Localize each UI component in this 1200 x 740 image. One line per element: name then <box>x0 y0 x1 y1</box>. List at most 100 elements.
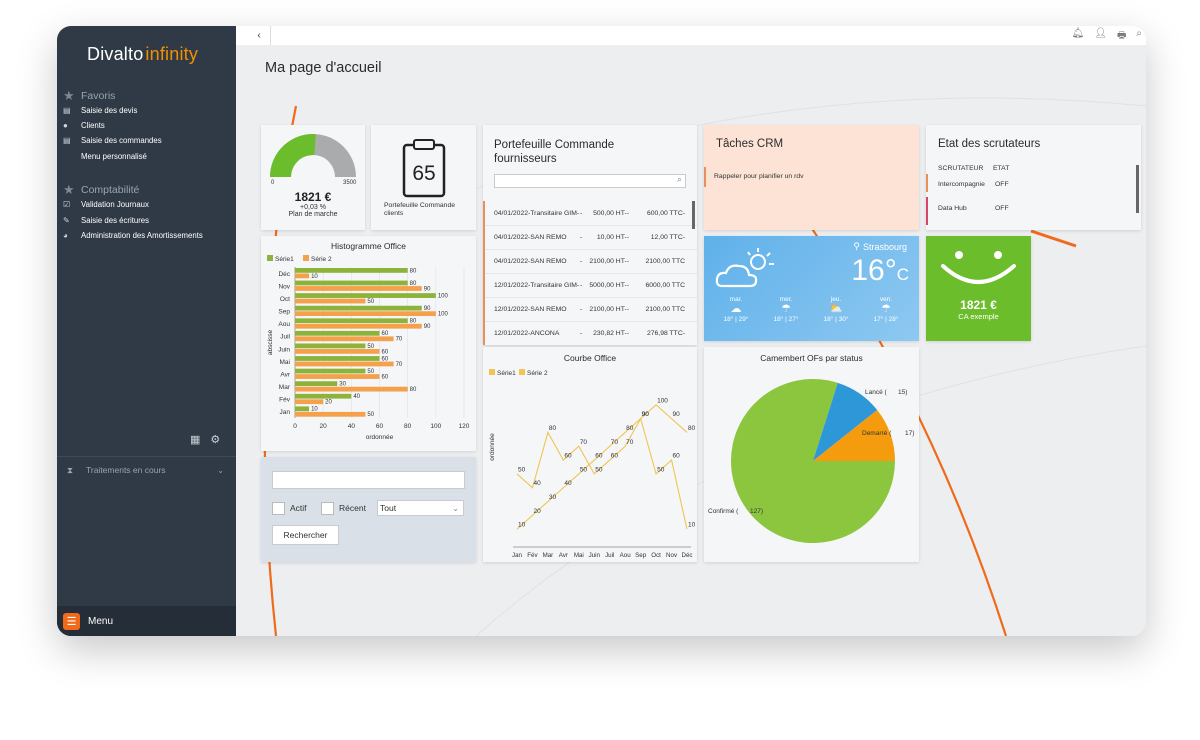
legend-label: Série1 <box>497 370 516 377</box>
legend-swatch <box>519 369 525 375</box>
data-label: 70 <box>396 362 403 368</box>
legend-label: Série 2 <box>527 370 548 377</box>
data-label: 60 <box>382 349 389 355</box>
star-icon: ★ <box>63 88 75 103</box>
x-tick-label: Déc <box>681 552 692 559</box>
gauge-card[interactable]: 0 3500 1821 € +0,03 % Plan de marche <box>261 125 365 230</box>
pie-label: Confirmé ( <box>708 508 739 515</box>
rechercher-button[interactable]: Rechercher <box>272 525 339 545</box>
x-tick-label: 0 <box>293 423 297 430</box>
fournisseurs-search-input[interactable]: ⌕ <box>494 174 686 188</box>
tout-select[interactable]: Tout ⌄ <box>377 500 464 516</box>
row-sep: - <box>580 305 583 313</box>
table-row[interactable]: 04/01/2022-Transitaire GIM- - 500,00 HT-- 6… <box>483 201 697 226</box>
fournisseurs-card: Portefeuille Commande fournisseurs ⌕ 04/… <box>483 125 697 345</box>
section-comptabilite[interactable]: ★ Comptabilité <box>63 182 140 197</box>
user-icon[interactable]: 👤︎ <box>1094 28 1107 39</box>
bar <box>295 399 324 405</box>
sidebar-item-saisie-ecritures[interactable]: ✎ Saisie des écritures <box>63 215 150 225</box>
y-tick-label: Sep <box>278 309 290 316</box>
data-label: 20 <box>533 508 541 515</box>
search-icon: ⌕ <box>676 174 682 184</box>
fournisseurs-scrollbar[interactable] <box>692 201 695 229</box>
pie-slice <box>813 382 878 461</box>
bell-icon[interactable]: 🔔︎ <box>1071 28 1085 39</box>
ca-card[interactable]: 1821 € CA exemple <box>926 236 1031 341</box>
bar <box>295 361 394 367</box>
search-icon[interactable]: ⌕ <box>1136 28 1142 39</box>
gauge-chart: 0 3500 <box>270 134 357 186</box>
row-sep: - <box>580 209 583 217</box>
table-row[interactable]: 04/01/2022-SAN REMO -2100,00 HT-- 2100,00 … <box>483 249 697 274</box>
x-tick-label: Jan <box>512 552 523 559</box>
briefcase-icon: ▤ <box>63 105 71 115</box>
bar <box>295 386 408 392</box>
histogram-title: Histogramme Office <box>331 241 406 251</box>
sidebar-item-clients[interactable]: ● Clients <box>63 120 105 130</box>
crm-task-item[interactable]: Rappeler pour planifier un rdv <box>714 173 804 180</box>
y-tick-label: Jan <box>280 409 291 416</box>
actif-checkbox[interactable] <box>272 502 285 515</box>
grid-icon[interactable]: ▦ <box>190 434 201 446</box>
person-icon: ● <box>63 120 68 130</box>
gauge-label: Plan de marche <box>288 211 338 218</box>
table-row[interactable]: 04/01/2022-SAN REMO - 10,00 HT-- 12,00 TTC- <box>483 225 697 250</box>
sidebar-item-menu-personnalise[interactable]: Menu personnalisé <box>81 151 147 161</box>
row-ttc: 600,00 TTC- <box>646 209 685 217</box>
y-tick-label: Fév <box>279 397 291 404</box>
series-line <box>516 417 688 530</box>
weather-location[interactable]: ⚲ Strasbourg <box>853 241 907 252</box>
data-label: 80 <box>410 319 417 325</box>
row-ttc: 276,98 TTC- <box>646 329 685 337</box>
sidebar: Divalto infinity ★ Favoris ▤ Saisie des d… <box>57 26 236 636</box>
sidebar-item-saisie-commandes[interactable]: ▤ Saisie des commandes <box>63 135 162 145</box>
actif-label: Actif <box>290 503 307 513</box>
printer-icon[interactable]: 🖶 <box>1116 30 1127 41</box>
pie-label: Lancé ( <box>865 389 888 396</box>
data-label: 60 <box>382 374 389 380</box>
data-label: 50 <box>657 466 665 473</box>
scrutateurs-col-header: SCRUTATEUR <box>938 165 984 172</box>
section-favoris[interactable]: ★ Favoris <box>63 88 116 103</box>
pie-slice <box>813 409 895 461</box>
row-sep: - <box>580 257 583 265</box>
menu-bar[interactable]: ☰ Menu <box>57 606 236 636</box>
data-label: 30 <box>339 382 346 388</box>
portefeuille-number: 65 <box>412 162 435 185</box>
bar <box>295 280 408 286</box>
recent-checkbox[interactable] <box>321 502 334 515</box>
hamburger-icon[interactable]: ☰ <box>63 612 80 630</box>
back-button[interactable]: ‹ <box>248 26 271 45</box>
data-label: 80 <box>410 268 417 274</box>
traitements-en-cours[interactable]: ⧗ Traitements en cours ⌄ <box>57 456 236 483</box>
data-label: 80 <box>626 425 634 432</box>
histogram-chart: Série1 Série 2 0 20 40 60 80 100 120 Déc 80 10 Nov 80… <box>267 255 470 441</box>
checkbox-icon: ☑ <box>63 199 71 209</box>
bar <box>295 356 380 361</box>
bar <box>295 368 366 374</box>
filter-search-input[interactable] <box>272 471 465 489</box>
x-tick-label: Juil <box>605 552 614 559</box>
logo[interactable]: Divalto infinity <box>87 44 199 64</box>
data-label: 70 <box>611 439 619 446</box>
x-tick-label: Aou <box>620 552 632 559</box>
row-ttc: 12,00 TTC- <box>650 233 685 241</box>
clipboard-icon: 65 <box>402 139 446 198</box>
data-label: 80 <box>549 425 557 432</box>
scrutateurs-scrollbar[interactable] <box>1136 165 1139 213</box>
table-row[interactable]: 12/01/2022-SAN REMO -2100,00 HT-- 2100,00 … <box>483 297 697 322</box>
gear-icon[interactable]: ⚙ <box>210 434 221 446</box>
table-row[interactable]: 12/01/2022-Transitaire GIM- -5000,00 HT--… <box>483 273 697 298</box>
sidebar-item-saisie-devis[interactable]: ▤ Saisie des devis <box>63 105 138 115</box>
bar <box>295 273 310 279</box>
sidebar-item-validation-journaux[interactable]: ☑ Validation Journaux <box>63 199 149 209</box>
data-label: 50 <box>367 412 374 418</box>
gauge-min: 0 <box>271 180 275 186</box>
portefeuille-clients-card[interactable]: 65 Portefeuille Commande clients <box>371 125 476 230</box>
table-row[interactable]: 12/01/2022-ANCONA - 230,82 HT-- 276,98 TTC- <box>483 321 697 345</box>
bar <box>295 318 408 324</box>
sidebar-item-amortissements[interactable]: ◕ Administration des Amortissements <box>63 230 203 240</box>
forecast-day: ven. ☂ 17° | 28° <box>864 296 908 323</box>
bar <box>295 311 436 317</box>
data-label: 70 <box>396 337 403 343</box>
